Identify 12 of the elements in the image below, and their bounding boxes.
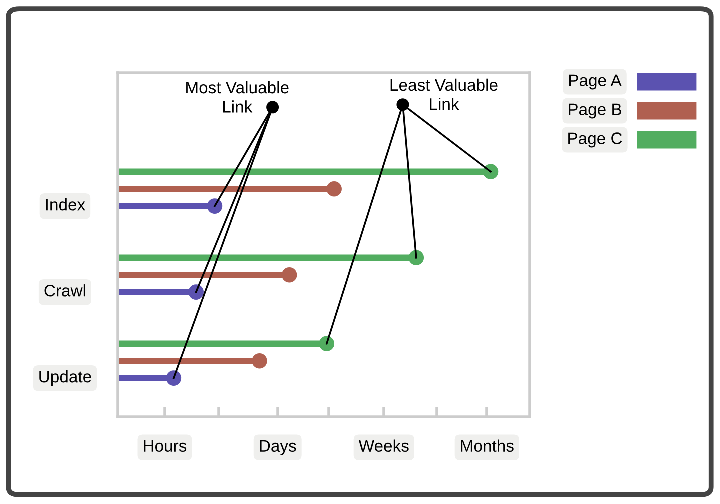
legend-label: Page B [569, 104, 622, 119]
text: Most Valuable Link [186, 81, 289, 113]
text: Least Valuable Link [390, 78, 498, 110]
y-tick-label: Crawl [44, 284, 86, 297]
y-tick-label: Update [40, 370, 92, 386]
text: Months [461, 440, 514, 452]
text: Days [260, 440, 296, 456]
legend-label: Page A [569, 74, 622, 90]
text: Weeks [358, 440, 409, 452]
text: Hours [144, 440, 187, 452]
y-tick-label: Index [46, 198, 86, 211]
legend-label: Page C [568, 132, 622, 148]
